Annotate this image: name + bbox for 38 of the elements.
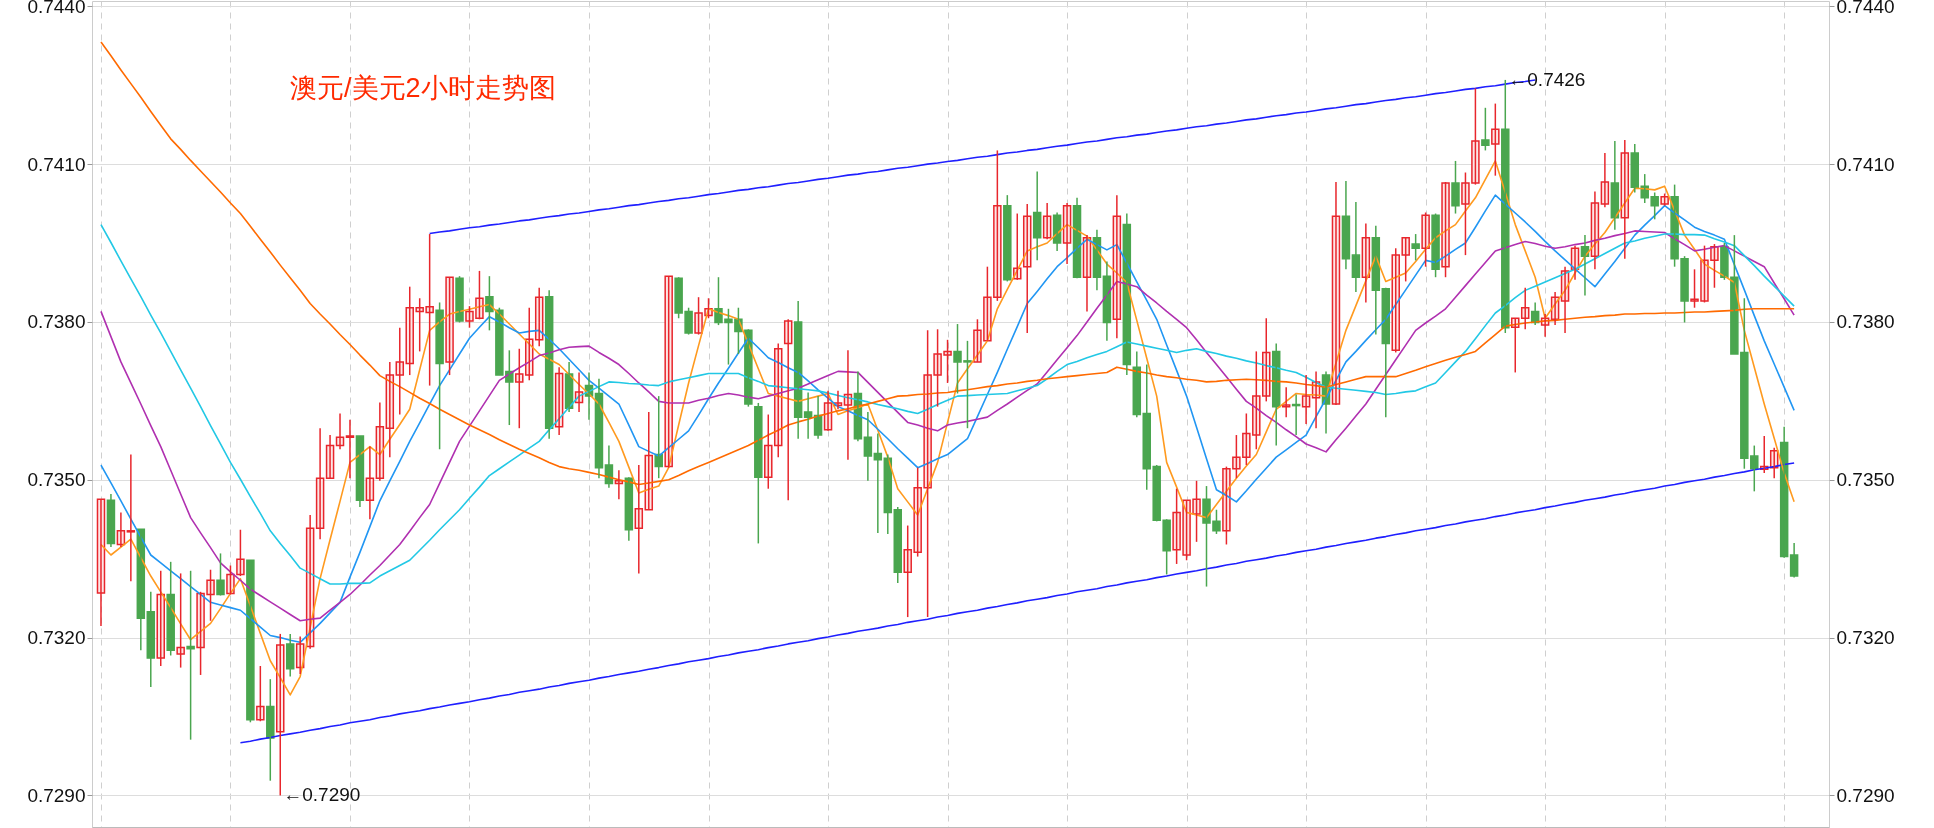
candlestick [1441,181,1450,278]
candlestick [345,419,355,479]
candlestick [1003,194,1012,283]
candlestick [266,678,275,782]
candlestick [256,665,265,722]
candlestick [276,633,285,797]
candlestick [435,301,444,450]
candlestick [176,572,185,669]
y2-tick-label: 0.7290 [1836,784,1895,806]
y-tick-label: 0.7380 [27,311,86,333]
candlestick [445,276,454,376]
candlestick [1411,233,1420,262]
candlestick [216,552,225,597]
candlestick [1451,160,1460,215]
candlestick [664,275,673,469]
candlestick [1421,211,1430,268]
text: 澳元/美元2小时走势图 [290,73,556,104]
candlestick [455,275,464,324]
y2-tick-label: 0.7440 [1836,0,1895,17]
y-tick-label: 0.7440 [27,0,86,17]
y-tick-label: 0.7410 [27,153,86,175]
candlestick [156,570,165,667]
candlestick [236,529,245,577]
y2-tick-label: 0.7410 [1836,153,1895,175]
line-series [100,160,1795,696]
y2-tick-label: 0.7320 [1836,627,1895,649]
y2-tick-label: 0.7380 [1836,311,1895,333]
line-series [100,41,1795,486]
y-tick-label: 0.7350 [27,469,86,491]
candlestick [1491,102,1500,177]
annotation: ←0.7290 [283,784,361,806]
candlestick [126,453,136,583]
candlestick [754,402,763,545]
y2-tick-label: 0.7350 [1836,469,1895,491]
annotation: ←0.7426 [1508,68,1586,90]
candlestick [1481,107,1490,152]
y-tick-label: 0.7320 [27,627,86,649]
y-tick-label: 0.7290 [27,784,86,806]
